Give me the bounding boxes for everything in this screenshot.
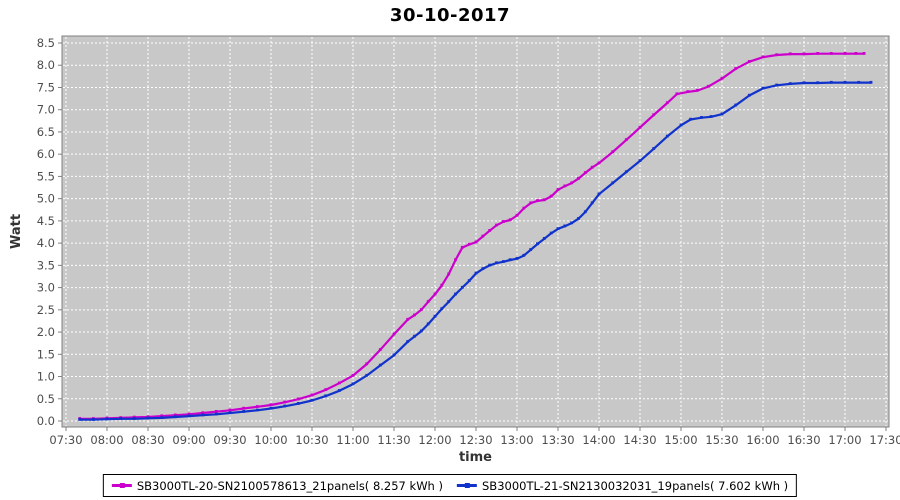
chart-title: 30-10-2017 — [389, 5, 511, 26]
x-tick-label: 10:00 — [254, 433, 287, 447]
legend: SB3000TL-20-SN2100578613_21panels( 8.257… — [102, 474, 798, 497]
y-tick-label: 3.0 — [37, 281, 55, 295]
y-tick-label: 3.5 — [37, 258, 55, 272]
x-tick-label: 15:30 — [705, 433, 738, 447]
y-tick-label: 1.0 — [37, 370, 55, 384]
y-tick-label: 7.0 — [37, 103, 55, 117]
x-tick-label: 16:30 — [787, 433, 820, 447]
y-tick-label: 6.5 — [37, 125, 55, 139]
x-tick-label: 16:00 — [746, 433, 779, 447]
x-tick-label: 09:30 — [213, 433, 246, 447]
x-tick-label: 08:00 — [90, 433, 123, 447]
x-tick-label: 08:30 — [131, 433, 164, 447]
y-tick-label: 0.5 — [37, 392, 55, 406]
x-tick-label: 14:00 — [582, 433, 615, 447]
x-tick-label: 11:30 — [377, 433, 410, 447]
legend-item-label: SB3000TL-20-SN2100578613_21panels( 8.257… — [136, 478, 443, 493]
x-tick-label: 13:00 — [500, 433, 533, 447]
y-tick-label: 2.5 — [37, 303, 55, 317]
y-tick-label: 2.0 — [37, 325, 55, 339]
y-tick-label: 8.5 — [37, 36, 55, 50]
y-tick-label: 0.0 — [37, 414, 55, 428]
x-tick-label: 15:00 — [664, 433, 697, 447]
legend-item-label: SB3000TL-21-SN2130032031_19panels( 7.602… — [482, 478, 789, 493]
y-tick-label: 8.0 — [37, 58, 55, 72]
x-tick-label: 12:30 — [459, 433, 492, 447]
y-tick-label: 4.5 — [37, 214, 55, 228]
x-tick-label: 12:00 — [418, 433, 451, 447]
y-tick-label: 4.0 — [37, 236, 55, 250]
y-axis-label: Watt — [9, 214, 24, 249]
legend-item: SB3000TL-20-SN2100578613_21panels( 8.257… — [111, 478, 443, 493]
x-tick-label: 10:30 — [295, 433, 328, 447]
series-line-2 — [78, 80, 873, 421]
legend-item: SB3000TL-21-SN2130032031_19panels( 7.602… — [457, 479, 788, 493]
x-tick-label: 11:00 — [336, 433, 369, 447]
y-tick-label: 5.0 — [37, 192, 55, 206]
x-tick-label: 13:30 — [541, 433, 574, 447]
x-tick-label: 17:00 — [828, 433, 861, 447]
y-tick-label: 1.5 — [37, 347, 55, 361]
y-tick-label: 6.0 — [37, 147, 55, 161]
x-tick-label: 17:30 — [869, 433, 900, 447]
x-tick-label: 09:00 — [172, 433, 205, 447]
y-tick-label: 7.5 — [37, 80, 55, 94]
x-tick-label: 07:30 — [49, 433, 82, 447]
gridlines — [63, 37, 888, 426]
series1-line-swatch-icon — [111, 483, 132, 488]
x-tick-label: 14:30 — [623, 433, 656, 447]
x-axis-label: time — [459, 450, 492, 465]
series2-line-swatch-icon — [457, 483, 477, 488]
axis-ticks-and-labels: 0.0 0.5 1.0 1.5 2.0 2.5 3.0 3.5 4.0 4.5 5.0 5.5 6.0 6… — [37, 36, 900, 447]
y-tick-label: 5.5 — [37, 169, 55, 183]
